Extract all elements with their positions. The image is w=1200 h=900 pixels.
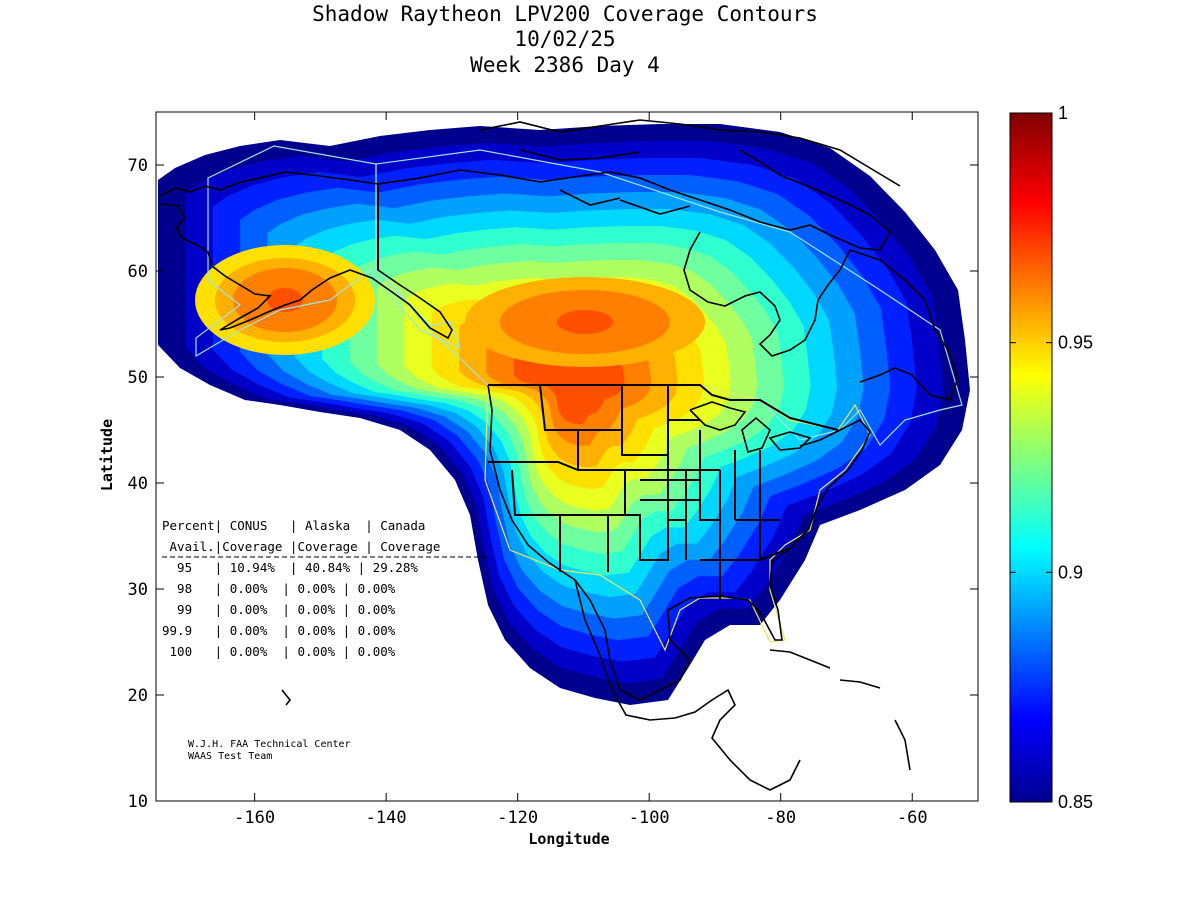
credit-line-2: WAAS Test Team <box>188 751 272 762</box>
x-tick-label: -160 <box>234 808 275 828</box>
chart-title: Shadow Raytheon LPV200 Coverage Contours <box>312 2 818 26</box>
conus-region-boundary <box>484 384 871 652</box>
canada-coverage-peak <box>557 310 613 334</box>
x-axis-label: Longitude <box>528 830 609 848</box>
table-row: 100 | 0.00% | 0.00% | 0.00% <box>162 644 396 659</box>
y-tick-label: 30 <box>128 580 148 600</box>
labrador-coastline <box>849 249 959 401</box>
colorbar-tick-label: 1 <box>1058 103 1068 123</box>
x-tick-label: -140 <box>366 808 407 828</box>
conus-canada-border <box>488 384 839 431</box>
y-tick-label: 70 <box>128 156 148 176</box>
table-row: 99 | 0.00% | 0.00% | 0.00% <box>162 602 396 617</box>
colorbar-tick-label: 0.95 <box>1058 333 1093 353</box>
coverage-table: Percent| CONUS | Alaska | Canada Avail.|… <box>162 518 490 659</box>
colorbar-scale <box>1009 112 1053 803</box>
coastlines <box>159 119 959 791</box>
y-tick-label: 10 <box>128 792 148 812</box>
chart-week-day: Week 2386 Day 4 <box>470 53 660 77</box>
y-tick-label: 40 <box>128 474 148 494</box>
y-axis-label: Latitude <box>98 419 116 491</box>
us-state-borders <box>488 384 791 600</box>
table-row: 99.9 | 0.00% | 0.00% | 0.00% <box>162 623 396 638</box>
great-lakes <box>689 401 812 453</box>
alaska-coverage-peak <box>267 288 303 312</box>
colorbar-tick-label: 0.9 <box>1058 562 1083 582</box>
table-row: 95 | 10.94% | 40.84% | 29.28% <box>162 560 418 575</box>
colorbar-ticks: 1 0.95 0.9 0.85 <box>1010 103 1093 812</box>
arctic-islands <box>479 119 901 215</box>
table-header-row-2: Avail.|Coverage |Coverage | Coverage <box>162 539 440 554</box>
x-tick-label: -120 <box>497 808 538 828</box>
y-tick-label: 60 <box>128 262 148 282</box>
x-tick-label: -80 <box>765 808 796 828</box>
table-header-row-1: Percent| CONUS | Alaska | Canada <box>162 518 425 533</box>
conus-coastline <box>487 384 871 701</box>
mexico-coastline <box>574 579 801 791</box>
x-tick-label: -100 <box>629 808 670 828</box>
hudson-bay-coastline <box>683 231 851 357</box>
table-row: 98 | 0.00% | 0.00% | 0.00% <box>162 581 396 596</box>
y-tick-label: 20 <box>128 686 148 706</box>
canada-north-coastline <box>377 149 892 251</box>
alaska-coastline <box>159 171 453 340</box>
chart-date: 10/02/25 <box>514 27 615 51</box>
x-tick-label: -60 <box>897 808 928 828</box>
credit-line-1: W.J.H. FAA Technical Center <box>188 739 351 750</box>
x-axis: -160 -140 -120 -100 -80 -60 <box>234 112 928 828</box>
y-tick-label: 50 <box>128 368 148 388</box>
plot-frame <box>155 111 979 802</box>
caribbean-islands <box>281 649 911 771</box>
y-axis: 10 20 30 40 50 60 70 <box>128 156 978 812</box>
colorbar-tick-label: 0.85 <box>1058 792 1093 812</box>
colorbar: 1 0.95 0.9 0.85 <box>1009 103 1093 812</box>
